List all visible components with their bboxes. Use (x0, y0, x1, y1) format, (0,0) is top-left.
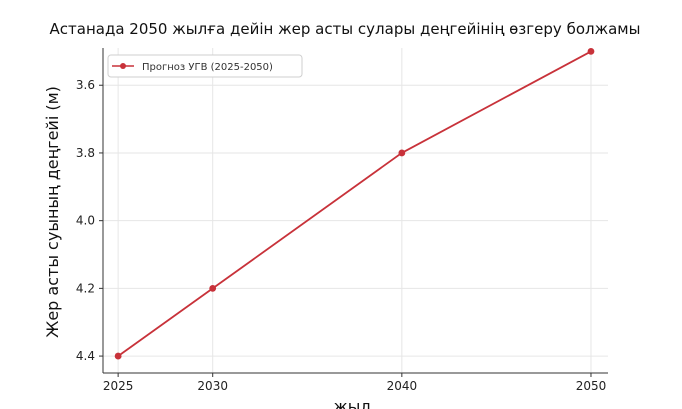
x-tick-label: 2040 (387, 379, 418, 393)
x-axis-ticks: 2025 2030 2040 2050 (103, 373, 606, 393)
grid (103, 48, 608, 373)
y-tick-label: 4.2 (76, 281, 95, 295)
y-axis-label: Жер асты суының деңгейі (м) (43, 86, 62, 338)
y-tick-label: 4.4 (76, 349, 95, 363)
x-axis-label: жыл (333, 397, 370, 409)
legend-box (107, 54, 303, 78)
y-axis-ticks: 3.6 3.8 4.0 4.2 4.4 (76, 78, 103, 363)
x-tick-label: 2025 (103, 379, 134, 393)
series-line (117, 50, 592, 357)
plot-area (103, 48, 608, 373)
legend: Прогноз УГВ (2025-2050) (107, 54, 303, 78)
x-tick-label: 2050 (576, 379, 607, 393)
y-tick-label: 3.8 (76, 146, 95, 160)
chart-title: Астанада 2050 жылға дейін жер асты сулар… (50, 20, 641, 38)
data-point (114, 352, 122, 360)
y-tick-label: 3.6 (76, 78, 95, 92)
data-point (587, 47, 595, 55)
legend-entry: Прогноз УГВ (2025-2050) (142, 62, 273, 73)
data-point (398, 149, 406, 157)
legend-marker-swatch (120, 63, 126, 69)
data-point (209, 284, 217, 292)
x-tick-label: 2030 (197, 379, 228, 393)
y-tick-label: 4.0 (76, 214, 95, 228)
series-layer (114, 47, 595, 360)
